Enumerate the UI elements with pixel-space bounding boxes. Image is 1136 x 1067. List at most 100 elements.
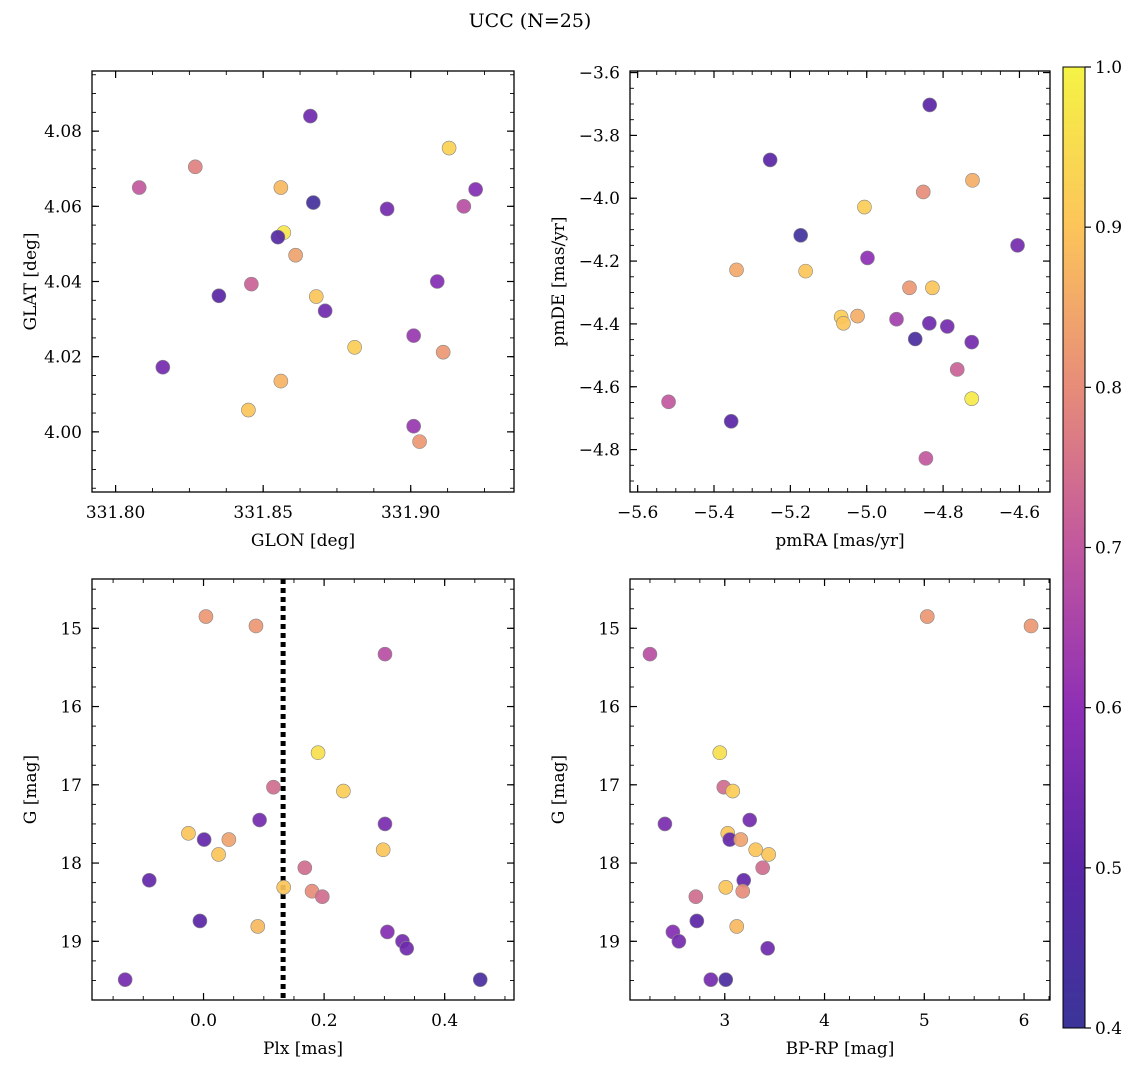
- data-point: [196, 832, 212, 847]
- panel-3: 0.0 0.2 0.4 15 16 17 18 19 Plx [mas] G [mag]: [21, 578, 515, 1059]
- plot-area: [91, 578, 515, 1001]
- x-tick-label: 3: [719, 1011, 730, 1031]
- data-point: [468, 182, 483, 197]
- data-point: [748, 842, 764, 858]
- data-point: [273, 373, 289, 389]
- x-axis-label: Plx [mas]: [263, 1039, 343, 1059]
- data-point: [288, 247, 303, 263]
- y-axis-label: GLAT [deg]: [21, 232, 41, 330]
- data-point: [922, 315, 937, 331]
- y-tick-label: 4.06: [44, 197, 82, 217]
- y-tick-label: 4.02: [44, 348, 82, 368]
- data-point: [964, 334, 980, 350]
- data-point: [718, 972, 734, 987]
- data-point: [317, 303, 333, 319]
- x-tick-label: −4.6: [999, 503, 1040, 523]
- y-tick-label: −4.4: [579, 315, 620, 335]
- y-tick-label: −3.8: [579, 126, 620, 146]
- x-tick-label: 331.90: [381, 503, 440, 523]
- colorbar-tick-label: 0.7: [1095, 539, 1122, 559]
- data-point: [729, 919, 745, 934]
- data-point: [192, 913, 208, 929]
- data-point: [441, 140, 457, 156]
- x-tick-label: 6: [1019, 1011, 1030, 1031]
- data-point: [1023, 618, 1039, 634]
- colorbar: 0.4 0.5 0.6 0.7 0.8 0.9 1.0: [1062, 58, 1122, 1039]
- y-tick-label: −4.2: [579, 252, 620, 272]
- data-point: [762, 152, 778, 168]
- data-point: [155, 359, 171, 375]
- data-point: [742, 812, 758, 828]
- colorbar-gradient: [1062, 66, 1086, 1029]
- data-point: [375, 842, 391, 858]
- data-point: [380, 924, 395, 940]
- data-point: [211, 847, 226, 862]
- data-point: [733, 832, 749, 847]
- panel-2: −5.6 −5.4 −5.2 −5.0 −4.8 −4.6 −4.8 −4.6 −4.4 −4.2…: [549, 64, 1051, 551]
- data-point: [131, 180, 147, 195]
- colorbar-tick-label: 0.9: [1095, 218, 1122, 238]
- data-point: [379, 201, 395, 217]
- x-tick-label: 4: [819, 1011, 830, 1031]
- y-tick-label: 4.08: [44, 122, 82, 142]
- panel-4: 3 4 5 6 15 16 17 18 19 BP-RP [mag] G [mag]: [549, 578, 1051, 1059]
- x-tick-label: 5: [919, 1011, 930, 1031]
- y-tick-label: −4.6: [579, 378, 620, 398]
- data-point: [761, 847, 776, 862]
- data-point: [1010, 238, 1025, 253]
- data-point: [755, 860, 770, 876]
- x-axis-label: pmRA [mas/yr]: [775, 531, 904, 551]
- data-point: [915, 184, 931, 200]
- data-point: [297, 860, 313, 876]
- data-point: [907, 331, 923, 347]
- x-tick-label: −5.0: [846, 503, 887, 523]
- data-point: [248, 618, 264, 634]
- x-tick-label: 0.2: [311, 1011, 338, 1031]
- data-point: [429, 274, 445, 289]
- data-point: [472, 972, 488, 987]
- data-point: [857, 199, 872, 215]
- x-axis-label: BP-RP [mag]: [786, 1039, 895, 1059]
- data-point: [141, 872, 157, 888]
- x-tick-label: −5.2: [770, 503, 811, 523]
- panel-1: 331.80 331.85 331.90 4.00 4.02 4.04 4.06 4.08 GL…: [21, 70, 515, 551]
- data-point: [723, 414, 739, 429]
- y-tick-label: 18: [598, 854, 620, 874]
- data-point: [850, 308, 865, 324]
- data-point: [964, 391, 980, 406]
- data-point: [919, 609, 935, 624]
- y-tick-label: 19: [598, 932, 620, 952]
- x-tick-label: −5.6: [617, 503, 658, 523]
- plot-area: [629, 578, 1051, 1001]
- data-point: [793, 228, 808, 243]
- y-tick-label: 4.00: [44, 423, 82, 443]
- data-point: [836, 315, 851, 331]
- x-tick-label: 331.85: [233, 503, 292, 523]
- y-tick-label: 16: [598, 698, 620, 718]
- data-point: [798, 263, 813, 279]
- data-point: [412, 434, 427, 449]
- data-point: [377, 816, 393, 832]
- data-point: [712, 745, 728, 761]
- colorbar-tick-label: 0.6: [1095, 699, 1122, 719]
- colorbar-tick-label: 0.4: [1095, 1019, 1122, 1039]
- data-point: [252, 812, 267, 828]
- data-point: [308, 289, 324, 304]
- data-point: [688, 889, 704, 905]
- data-point: [241, 402, 256, 418]
- y-tick-label: 17: [598, 776, 620, 796]
- y-tick-label: −4.8: [579, 441, 620, 461]
- data-point: [657, 816, 673, 832]
- data-point: [642, 646, 658, 662]
- data-point: [347, 339, 362, 355]
- data-point: [735, 883, 751, 899]
- data-point: [273, 180, 289, 195]
- plot-area: [629, 70, 1051, 493]
- data-point: [760, 941, 775, 956]
- data-point: [250, 919, 266, 934]
- data-point: [703, 972, 719, 987]
- data-point: [303, 108, 318, 124]
- x-tick-label: 0.0: [190, 1011, 217, 1031]
- data-point: [399, 941, 414, 956]
- data-point: [949, 362, 965, 377]
